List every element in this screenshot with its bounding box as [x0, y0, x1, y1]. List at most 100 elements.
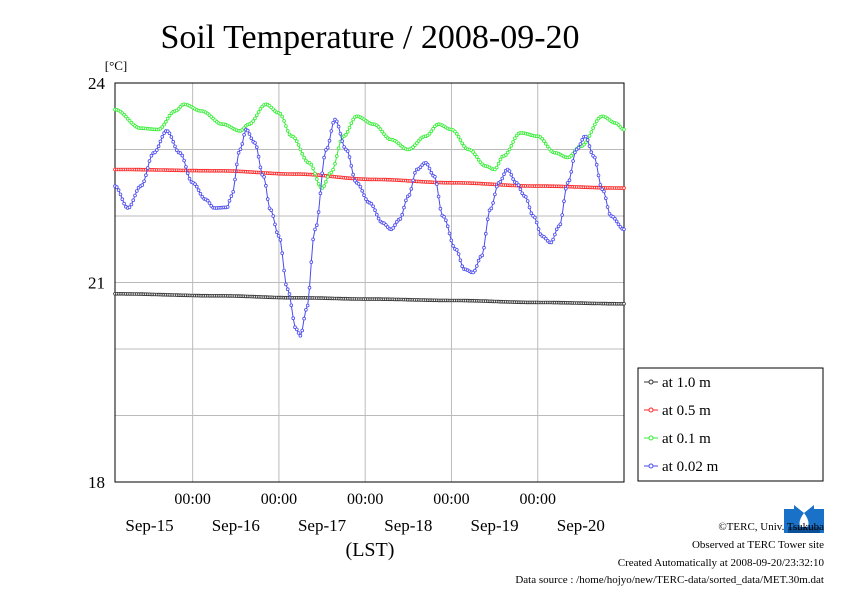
data-point [560, 213, 564, 217]
data-point [349, 164, 354, 168]
data-point [598, 183, 603, 187]
data-point [173, 144, 177, 149]
data-point [331, 167, 335, 172]
data-point [496, 161, 501, 166]
data-point [233, 177, 237, 182]
data-point [445, 224, 450, 229]
data-point [565, 181, 570, 185]
terc-logo-icon [782, 503, 826, 537]
data-point [311, 237, 315, 242]
data-point [282, 268, 286, 273]
y-axis-unit-label: [°C] [105, 58, 128, 73]
x-date-label: Sep-19 [471, 516, 519, 535]
data-point [314, 177, 319, 181]
x-time-tick-label: 00:00 [520, 491, 556, 508]
data-point [474, 264, 479, 268]
data-point [500, 176, 505, 181]
data-point [178, 151, 183, 155]
data-point [242, 133, 246, 137]
data-point [351, 117, 355, 122]
data-point [145, 166, 150, 170]
data-point [507, 169, 512, 173]
data-point [545, 144, 550, 149]
data-point [349, 121, 354, 126]
data-point [225, 205, 230, 209]
data-point [404, 198, 408, 203]
data-point [553, 232, 557, 237]
data-point [525, 199, 530, 203]
data-point [364, 197, 368, 201]
data-point [551, 237, 555, 242]
data-point [158, 139, 163, 144]
data-point [400, 212, 405, 217]
data-point [543, 236, 548, 241]
x-time-tick-label: 00:00 [174, 491, 210, 508]
data-point [207, 201, 212, 205]
data-point [351, 172, 355, 177]
data-point [394, 220, 399, 224]
data-point [269, 208, 274, 213]
data-point [300, 151, 305, 156]
data-point [196, 188, 201, 192]
data-point [251, 119, 256, 123]
data-point [294, 327, 299, 332]
data-point [587, 134, 592, 138]
data-point [264, 183, 268, 188]
data-point [149, 153, 154, 158]
data-point [322, 155, 326, 160]
data-point [485, 217, 490, 222]
data-point [293, 136, 297, 141]
data-point [140, 183, 145, 187]
data-point [607, 212, 612, 216]
data-point [285, 287, 290, 292]
data-point [434, 182, 439, 186]
y-tick-label: 24 [88, 74, 106, 93]
grid-lines [115, 83, 624, 482]
data-point [329, 170, 334, 175]
data-point [454, 132, 459, 136]
data-point [227, 199, 232, 203]
data-point [562, 199, 566, 204]
data-point [494, 184, 499, 189]
data-point [345, 149, 350, 153]
data-point [580, 138, 584, 142]
y-tick-label: 21 [88, 274, 105, 293]
data-point [567, 178, 572, 183]
data-point [589, 130, 594, 134]
data-point [162, 122, 166, 127]
data-point [554, 227, 559, 232]
data-point [274, 230, 279, 235]
data-point [176, 107, 181, 111]
data-point [169, 135, 174, 139]
x-date-label: Sep-18 [384, 516, 432, 535]
data-point [474, 155, 479, 159]
data-point [254, 145, 259, 150]
data-point [373, 208, 377, 213]
legend: at 1.0 m at 0.5 m at 0.1 m at 0.02 m [637, 367, 824, 482]
data-point [276, 234, 281, 238]
data-point [594, 119, 599, 123]
data-point [115, 185, 119, 189]
data-point [195, 184, 199, 189]
data-point [336, 124, 341, 129]
data-point [369, 201, 374, 206]
data-point [298, 147, 303, 152]
legend-swatch-marker [648, 379, 654, 385]
data-point [280, 251, 285, 256]
data-point [518, 187, 523, 192]
data-point [582, 142, 586, 147]
data-point [509, 143, 514, 148]
data-point [494, 165, 499, 170]
data-point [329, 129, 334, 133]
data-point [182, 158, 186, 163]
data-point [325, 175, 330, 179]
data-point [313, 171, 317, 176]
data-point [622, 227, 626, 232]
data-point [429, 129, 434, 134]
data-point [298, 333, 303, 338]
data-point [318, 191, 323, 196]
data-point [253, 141, 257, 145]
data-point [402, 205, 406, 210]
data-point [231, 190, 236, 194]
data-point [253, 116, 257, 121]
